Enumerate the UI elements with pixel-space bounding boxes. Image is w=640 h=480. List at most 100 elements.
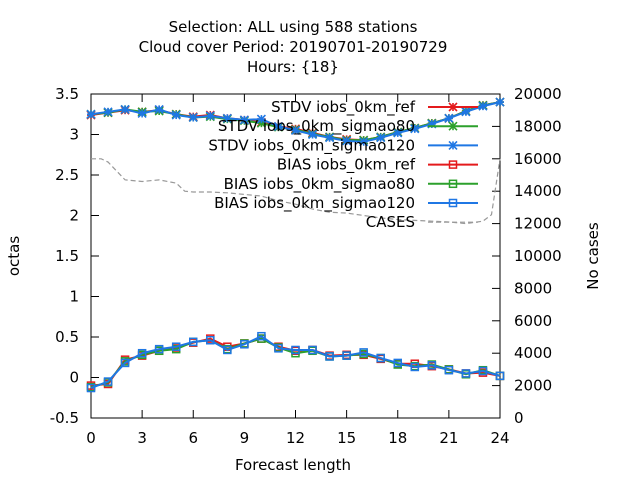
- legend-label: STDV iobs_0km_sigmao120: [208, 136, 415, 155]
- legend-label: CASES: [366, 213, 415, 231]
- data-point: [137, 348, 147, 358]
- data-point: [171, 342, 181, 351]
- data-point: [291, 345, 300, 355]
- legend-item: BIAS iobs_0km_sigmao80: [224, 175, 478, 194]
- series-bias-iobs-0km-ref: [86, 334, 505, 390]
- data-point: [86, 383, 96, 393]
- y2-axis-label: No cases: [584, 222, 602, 290]
- y-axis-ticks: -0.5 0 0.5 1 1.5 2 2.5 3 3.5: [50, 85, 99, 427]
- y2-tick-label: 2000: [514, 377, 552, 395]
- x-tick-label: 3: [137, 429, 147, 447]
- data-point: [137, 108, 147, 119]
- data-point: [410, 362, 420, 372]
- y2-tick-label: 18000: [514, 117, 562, 135]
- data-point: [448, 179, 458, 189]
- x-axis-ticks: 0 3 6 9 12 15 18 21 24: [86, 94, 510, 447]
- data-point: [308, 345, 317, 355]
- data-point: [393, 128, 403, 138]
- x-tick-label: 0: [86, 429, 96, 447]
- data-point: [240, 340, 249, 349]
- data-point: [154, 344, 164, 354]
- data-point: [478, 101, 488, 111]
- data-point: [410, 124, 420, 134]
- y-tick-label: 2: [69, 207, 79, 225]
- data-point: [444, 365, 454, 375]
- data-point: [495, 371, 505, 381]
- series-cases: [91, 158, 501, 225]
- data-point: [448, 121, 458, 131]
- data-point: [359, 348, 368, 357]
- y2-tick-label: 0: [514, 409, 524, 427]
- series-line: [90, 337, 501, 387]
- y-tick-label: 0.5: [55, 328, 79, 346]
- y2-tick-label: 4000: [514, 344, 552, 362]
- y2-tick-label: 20000: [514, 85, 562, 103]
- data-point: [393, 358, 402, 368]
- data-point: [273, 121, 284, 131]
- legend-label: BIAS iobs_0km_ref: [277, 156, 416, 175]
- y2-axis-ticks: 0 2000 4000 6000 8000 10000 12000 14000 16000 180…: [492, 85, 562, 427]
- data-point: [223, 345, 232, 355]
- title-line: Cloud cover Period: 20190701-20190729: [139, 38, 448, 56]
- data-point: [239, 115, 249, 125]
- y-tick-label: 3: [69, 126, 79, 144]
- y2-tick-label: 16000: [514, 150, 562, 168]
- data-point: [120, 104, 130, 114]
- data-point: [120, 358, 130, 368]
- series-bias-iobs-0km-sigmao80: [86, 334, 505, 392]
- series-bias-iobs-0km-sigmao120: [86, 331, 505, 393]
- legend-item: STDV iobs_0km_sigmao120: [208, 136, 478, 155]
- y-tick-label: 1: [69, 288, 79, 306]
- data-point: [256, 114, 266, 124]
- y2-tick-label: 14000: [514, 182, 562, 200]
- legend-label: STDV iobs_0km_sigmao80: [218, 117, 415, 136]
- data-point: [188, 112, 198, 123]
- y-tick-label: 0: [69, 369, 79, 387]
- chart-title: Selection: ALL using 588 stations Cloud c…: [139, 18, 448, 76]
- data-point: [461, 369, 471, 378]
- legend-label: STDV iobs_0km_ref: [271, 98, 416, 117]
- data-point: [206, 335, 215, 345]
- data-point: [257, 331, 266, 341]
- x-tick-label: 15: [337, 429, 356, 447]
- series-line: [90, 335, 501, 389]
- data-point: [427, 361, 437, 370]
- legend-item: CASES: [366, 213, 478, 231]
- data-point: [342, 351, 351, 360]
- y2-tick-label: 8000: [514, 279, 552, 297]
- legend-label: BIAS iobs_0km_sigmao80: [224, 175, 415, 194]
- y2-tick-label: 6000: [514, 312, 552, 330]
- data-point: [154, 104, 164, 114]
- series-layer: [86, 97, 505, 393]
- legend-item: BIAS iobs_0km_ref: [277, 156, 478, 175]
- title-line: Selection: ALL using 588 stations: [169, 18, 418, 36]
- data-point: [274, 344, 283, 353]
- data-point: [342, 136, 352, 146]
- data-point: [448, 160, 458, 169]
- legend-item: STDV iobs_0km_ref: [271, 98, 478, 117]
- legend-item: STDV iobs_0km_sigmao80: [218, 117, 478, 136]
- y-axis-label: octas: [5, 236, 23, 276]
- x-tick-label: 18: [388, 429, 407, 447]
- series-stdv-iobs-0km-sigmao120: [86, 97, 505, 147]
- x-axis-label: Forecast length: [235, 456, 351, 474]
- x-tick-label: 6: [188, 429, 198, 447]
- data-point: [448, 140, 458, 150]
- data-point: [444, 113, 454, 123]
- data-point: [222, 113, 232, 123]
- y2-tick-label: 10000: [514, 247, 562, 265]
- data-point: [359, 137, 369, 147]
- data-point: [189, 337, 198, 347]
- data-point: [478, 366, 488, 376]
- data-point: [376, 353, 385, 363]
- data-point: [448, 198, 458, 208]
- x-tick-label: 24: [490, 429, 509, 447]
- legend-label: BIAS iobs_0km_sigmao120: [214, 194, 415, 213]
- x-tick-label: 12: [286, 429, 305, 447]
- x-tick-label: 21: [439, 429, 458, 447]
- data-point: [290, 125, 301, 136]
- title-line: Hours: {18}: [247, 58, 339, 76]
- data-point: [495, 97, 505, 107]
